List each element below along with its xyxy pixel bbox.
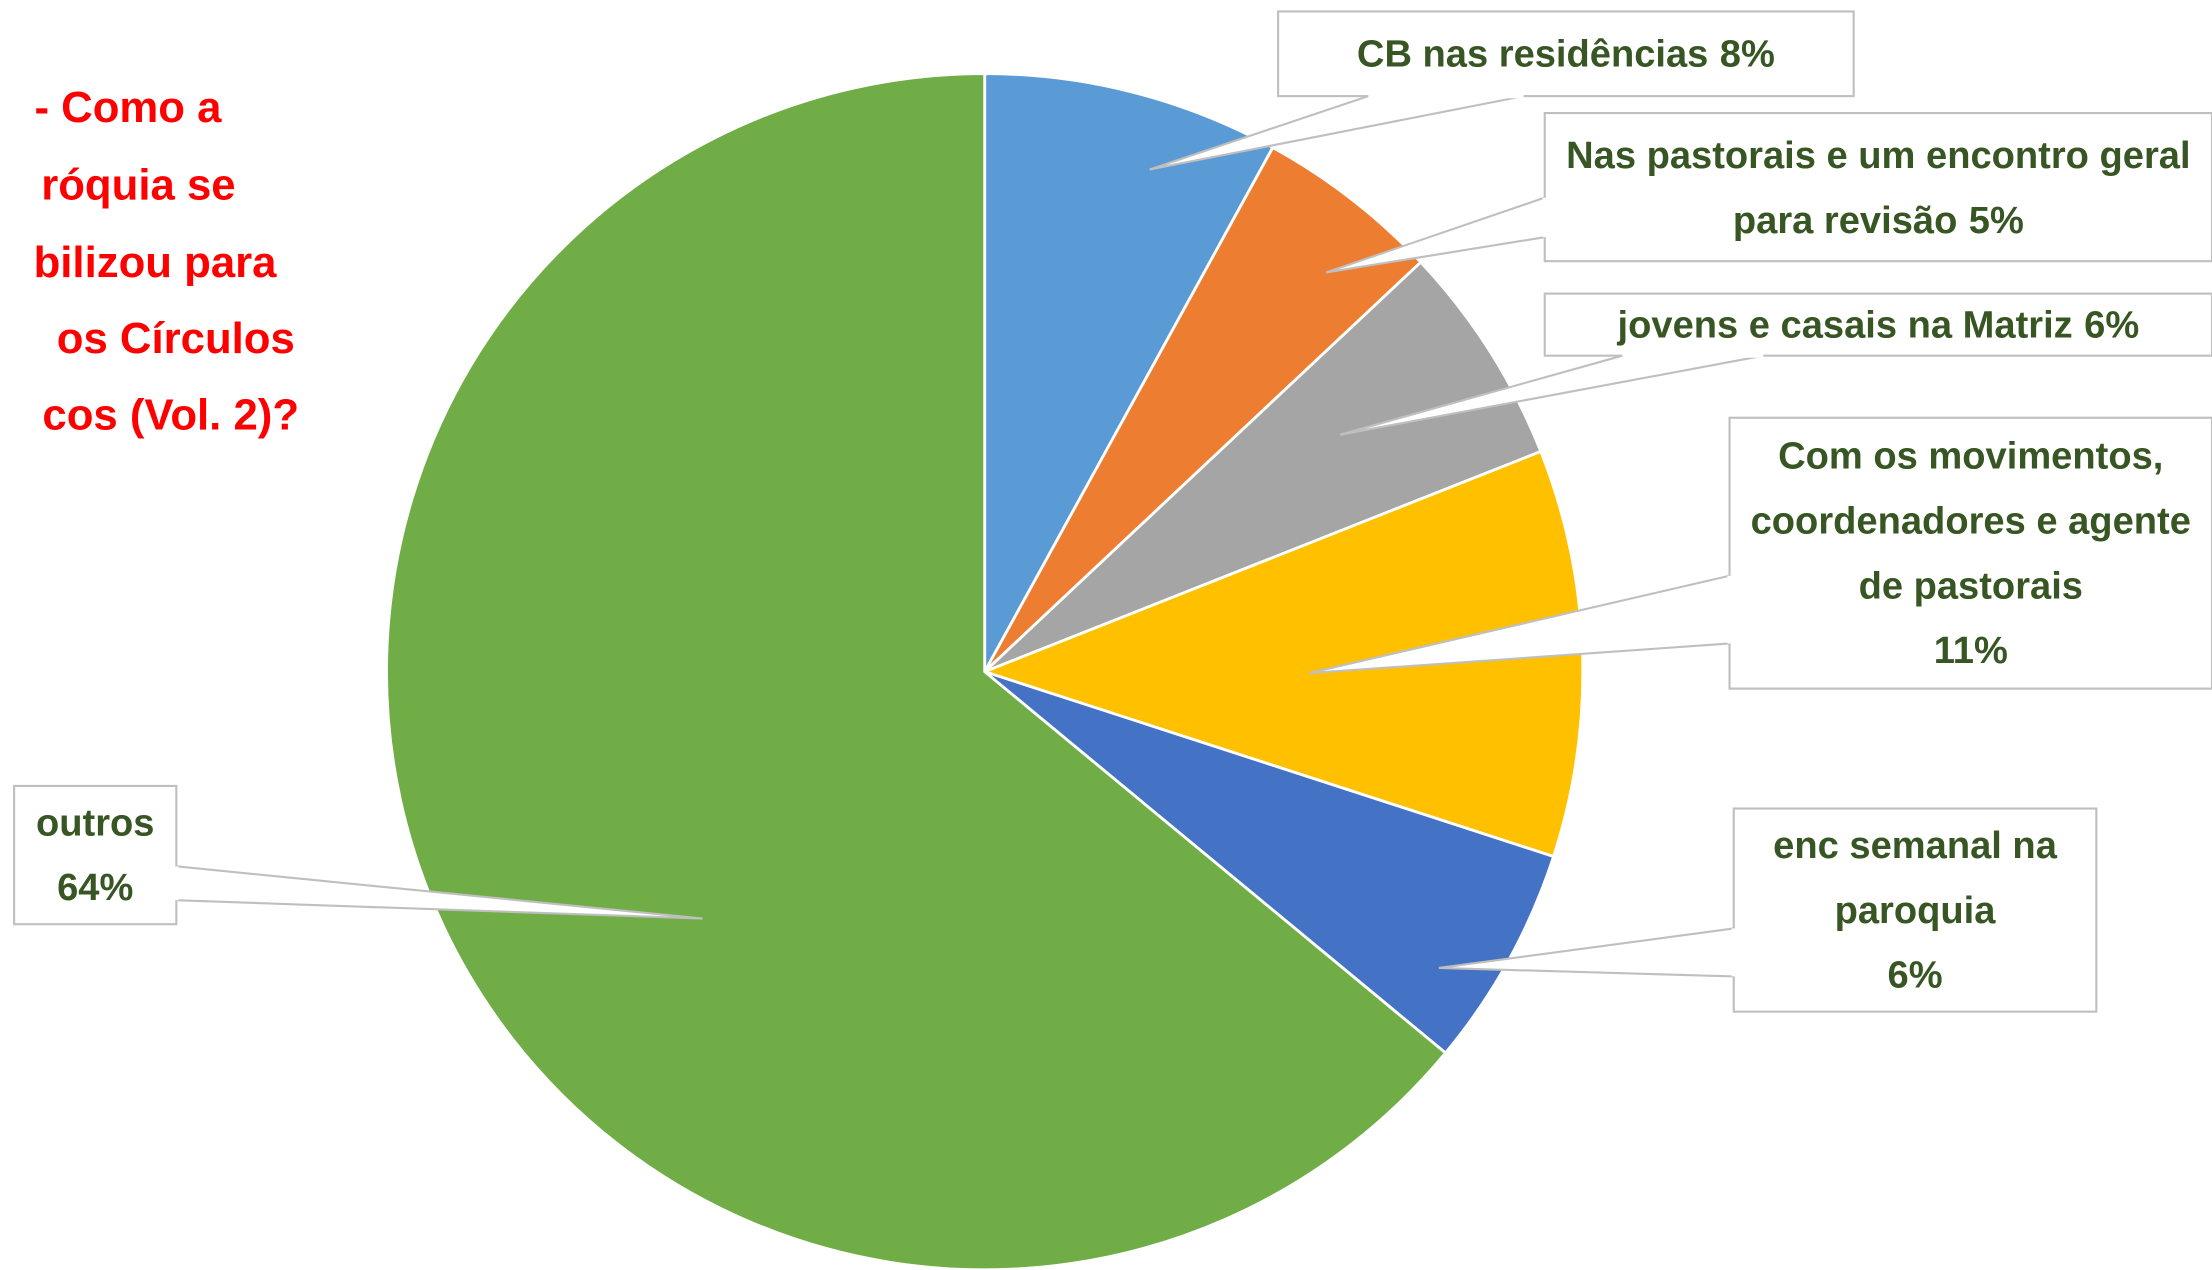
data-label: enc semanal na paroquia 6% — [1734, 809, 2097, 1012]
label-box — [1732, 807, 2098, 1013]
label-text: jovens e casais na Matriz 6% — [1545, 294, 2212, 356]
label-box — [1543, 111, 2212, 263]
label-text: outros 64% — [14, 790, 176, 920]
pie-slice — [385, 72, 1448, 1270]
value-label: 5% — [1968, 198, 2024, 241]
value-label: 8% — [1719, 32, 1775, 75]
label-box — [1543, 292, 2212, 357]
category-label: jovens e casais na Matriz — [1617, 303, 2073, 346]
category-label: Nas pastorais e um encontro geral para r… — [1566, 133, 2191, 241]
chart-title: os Círculos — [57, 314, 295, 363]
label-box — [13, 784, 178, 926]
label-wrap: enc semanal na paroquia 6% — [1734, 809, 2097, 1012]
label-wrap: outros 64% — [14, 786, 176, 924]
chart-title: róquia se — [41, 160, 235, 209]
category-label: CB nas residências — [1356, 32, 1709, 75]
label-box — [1277, 10, 1855, 98]
value-label: 11% — [1933, 629, 2008, 672]
value-label: 6% — [1887, 953, 1943, 997]
data-label: jovens e casais na Matriz 6% — [1545, 294, 2212, 356]
label-text: CB nas residências 8% — [1278, 21, 1854, 86]
value-label: 6% — [2084, 303, 2140, 346]
label-text: Nas pastorais e um encontro geral para r… — [1545, 122, 2212, 252]
data-label: CB nas residências 8% — [1278, 11, 1854, 96]
chart-title: cos (Vol. 2)? — [42, 390, 299, 439]
category-label: outros — [35, 801, 155, 844]
value-label: 64% — [57, 866, 134, 909]
label-text: enc semanal na paroquia 6% — [1734, 813, 2097, 1008]
label-wrap: Nas pastorais e um encontro geral para r… — [1545, 113, 2212, 261]
chart-title: bilizou para — [34, 238, 278, 287]
category-label: Com os movimentos, coordenadores e agent… — [1750, 434, 2191, 607]
data-label: Com os movimentos, coordenadores e agent… — [1730, 418, 2212, 689]
label-wrap: Com os movimentos, coordenadores e agent… — [1730, 418, 2212, 689]
chart-title: - Como a — [34, 83, 222, 132]
data-label: outros 64% — [14, 786, 176, 924]
pie-slice — [983, 260, 1543, 673]
label-text: Com os movimentos, coordenadores e agent… — [1730, 423, 2212, 683]
label-box — [1728, 416, 2212, 690]
data-label: Nas pastorais e um encontro geral para r… — [1545, 113, 2212, 261]
label-wrap: jovens e casais na Matriz 6% — [1545, 294, 2212, 356]
label-wrap: CB nas residências 8% — [1278, 11, 1854, 96]
category-label: enc semanal na paroquia — [1773, 824, 2057, 932]
